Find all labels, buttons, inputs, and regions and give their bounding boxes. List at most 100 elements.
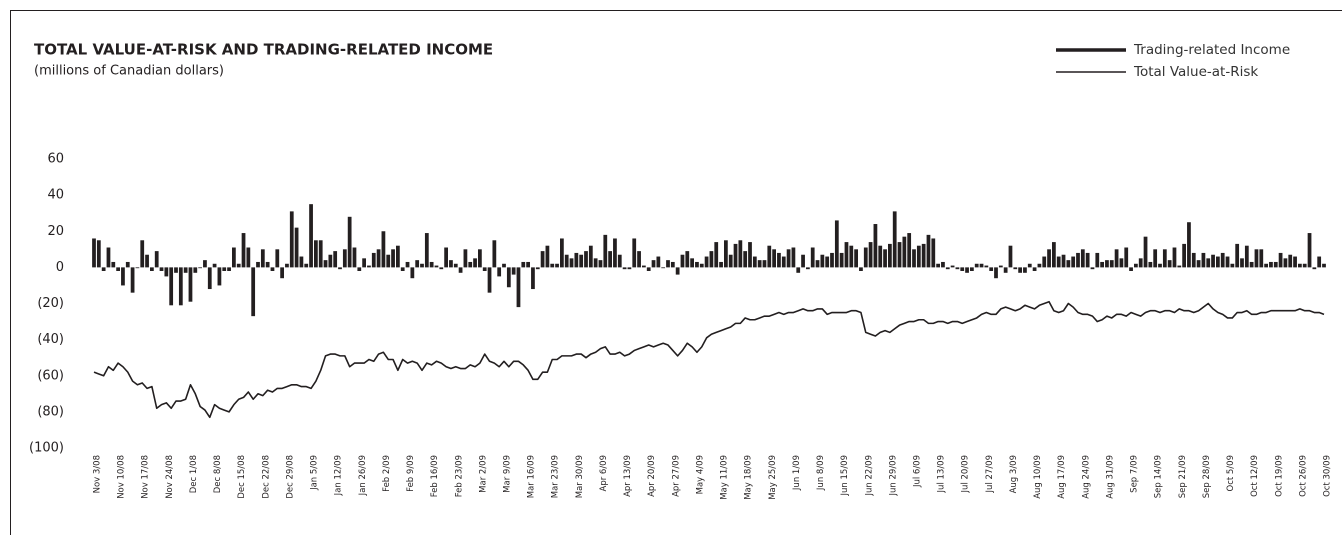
bar — [183, 267, 188, 273]
bar — [424, 233, 429, 268]
bar — [531, 267, 535, 290]
bar — [506, 267, 511, 288]
bar — [550, 263, 555, 268]
bar — [1018, 267, 1022, 273]
bar — [516, 267, 521, 308]
bar — [203, 260, 207, 268]
bar — [1249, 261, 1254, 268]
bar — [1071, 256, 1076, 268]
bar — [96, 240, 101, 268]
x-tick-label: Feb 16/09 — [430, 455, 440, 497]
frame — [10, 10, 1342, 535]
bar — [772, 249, 776, 268]
bar — [1090, 267, 1095, 270]
bar — [178, 267, 183, 306]
bar — [632, 238, 637, 268]
x-tick-label: Nov 24/08 — [165, 455, 175, 499]
chart-subtitle: (millions of Canadian dollars) — [34, 64, 224, 79]
bar — [699, 263, 704, 268]
bar — [574, 252, 579, 268]
bar — [212, 263, 217, 268]
bar — [1008, 245, 1013, 268]
bar — [555, 263, 559, 268]
bar — [1003, 267, 1008, 273]
bar — [617, 254, 622, 268]
bar — [1095, 252, 1100, 268]
bar — [719, 261, 723, 268]
bar — [1119, 258, 1124, 268]
bar — [873, 224, 878, 268]
bar — [241, 233, 246, 268]
bar — [473, 258, 477, 268]
bar — [487, 267, 492, 293]
y-tick-label: (40) — [37, 332, 64, 347]
line — [93, 300, 1325, 419]
bar — [92, 238, 96, 268]
bar — [1105, 260, 1109, 268]
bar — [125, 261, 130, 268]
bar — [1307, 233, 1312, 268]
bar — [232, 247, 236, 268]
bar — [1322, 263, 1326, 268]
bar — [810, 247, 815, 268]
bar — [420, 263, 424, 268]
bar — [931, 238, 936, 268]
bar — [839, 252, 844, 268]
bar — [608, 251, 612, 268]
bar — [598, 260, 603, 268]
bar — [883, 249, 887, 268]
bar — [405, 261, 410, 268]
bar — [1124, 247, 1129, 268]
bar — [535, 267, 540, 270]
bar — [1109, 260, 1114, 268]
bar — [323, 260, 328, 268]
x-tick-label: Mar 2/09 — [478, 455, 488, 493]
bar — [1302, 263, 1307, 268]
bar — [733, 243, 738, 268]
bar — [140, 240, 145, 268]
bar — [217, 267, 222, 286]
bar — [796, 267, 801, 273]
bar — [637, 251, 641, 268]
bar — [791, 247, 796, 268]
bar — [950, 265, 955, 268]
x-tick-label: Jun 1/09 — [792, 455, 802, 491]
bar — [1153, 249, 1158, 268]
bar — [685, 251, 690, 268]
bar — [545, 245, 550, 268]
bar — [135, 267, 140, 269]
bar — [415, 260, 420, 268]
x-tick-label: Jun 22/09 — [864, 455, 874, 496]
bar — [786, 249, 791, 268]
bar — [704, 256, 709, 268]
x-tick-label: Oct 26/09 — [1298, 455, 1308, 497]
bar — [757, 260, 762, 268]
x-tick-label: Jul 13/09 — [937, 455, 947, 493]
bar — [371, 252, 376, 268]
bar — [627, 267, 632, 270]
bar — [1187, 222, 1191, 268]
bar — [945, 267, 950, 270]
bar — [1158, 263, 1162, 268]
bar — [207, 267, 212, 290]
x-tick-label: Oct 12/09 — [1250, 455, 1260, 497]
bar — [1220, 252, 1225, 268]
bar — [1114, 249, 1119, 268]
x-tick-label: Aug 17/09 — [1057, 455, 1067, 499]
bar — [579, 254, 584, 268]
bar — [806, 267, 810, 270]
bar — [256, 261, 260, 268]
bar — [444, 247, 448, 268]
bar — [260, 249, 265, 268]
bar — [410, 267, 415, 279]
bar — [328, 254, 333, 268]
bar — [511, 267, 516, 275]
bar — [318, 240, 323, 268]
bar — [888, 243, 892, 268]
bar — [289, 211, 294, 268]
x-tick-label: Dec 22/08 — [261, 455, 271, 499]
bar — [613, 238, 617, 268]
bar — [1162, 249, 1167, 268]
bar — [352, 247, 357, 268]
bar — [1037, 263, 1042, 268]
